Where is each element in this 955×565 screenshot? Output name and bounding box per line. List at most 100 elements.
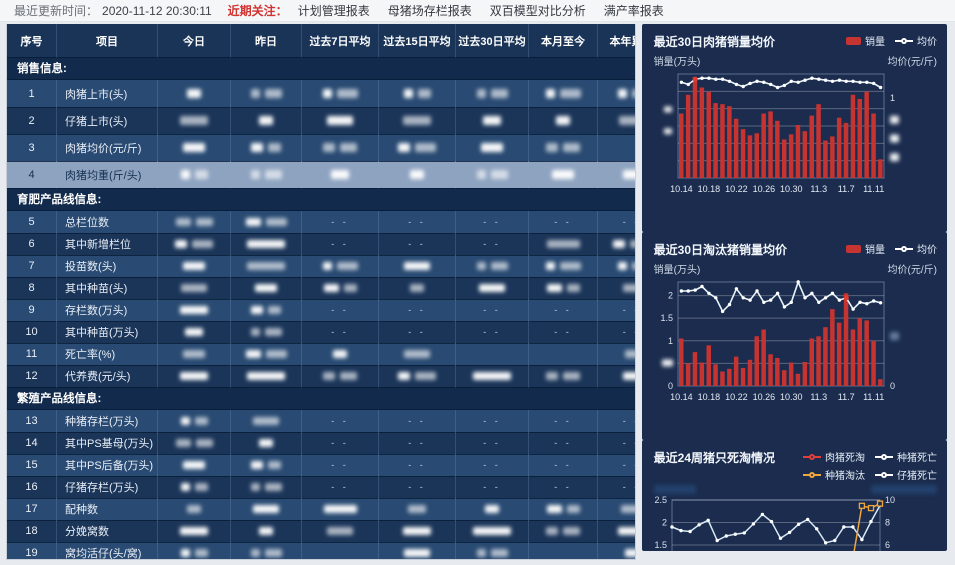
redacted-value	[566, 505, 580, 513]
redacted-value	[323, 505, 357, 513]
cell-value	[231, 299, 302, 322]
cell-value	[598, 233, 635, 256]
redacted-value	[476, 549, 486, 557]
cell-value	[529, 80, 598, 108]
redacted-value	[195, 439, 213, 447]
cell-row-number: 5	[7, 211, 57, 234]
redacted-value	[617, 527, 635, 535]
legend-item[interactable]: 肉猪死淘	[803, 449, 865, 464]
legend-item[interactable]: 均价	[895, 241, 937, 256]
cell-value	[302, 498, 379, 521]
redacted-value	[187, 505, 201, 513]
table-row[interactable]: 18 分娩窝数	[7, 520, 635, 543]
redacted-value	[268, 461, 281, 469]
table-row[interactable]: 8 其中种苗(头)	[7, 277, 635, 300]
redacted-value	[490, 170, 508, 179]
svg-text:2: 2	[668, 291, 673, 301]
table-row[interactable]: 11 死亡率(%)	[7, 343, 635, 366]
cell-item-name: 仔猪存栏(万头)	[57, 476, 158, 499]
chart-pork-sales-avg-price: 最近30日肉猪销量均价 销量 均价 销量(万头) 均价(元/斤) 10.14 10.18 10…	[641, 24, 947, 232]
axis-labels-row	[642, 482, 947, 494]
redacted-value	[546, 372, 558, 380]
tab-report-2[interactable]: 母猪场存栏报表	[387, 4, 472, 18]
cell-value	[231, 107, 302, 135]
redacted-value	[546, 143, 558, 152]
cell-value	[456, 107, 529, 135]
redacted-value	[476, 170, 486, 179]
legend-item[interactable]: 种猪死亡	[875, 449, 937, 464]
cell-value	[158, 321, 231, 344]
redacted-value	[331, 170, 349, 179]
redacted-value	[180, 417, 190, 425]
svg-text:10.14: 10.14	[670, 184, 693, 194]
redacted-value	[322, 89, 332, 98]
section-header: 育肥产品线信息:	[7, 188, 635, 211]
redacted-value	[559, 262, 581, 270]
empty-value-dashes: - -	[408, 482, 426, 492]
cell-value	[379, 343, 456, 366]
cell-item-name: 配种数	[57, 498, 158, 521]
legend-item[interactable]: 销量	[846, 241, 885, 256]
table-row[interactable]: 3 肉猪均价(元/斤)	[7, 134, 635, 162]
section-header: 销售信息:	[7, 57, 635, 80]
redacted-value	[327, 527, 353, 535]
cell-value	[529, 520, 598, 543]
redacted-value	[546, 284, 562, 292]
cell-value	[302, 134, 379, 162]
cell-value	[598, 80, 635, 108]
redacted-value	[264, 549, 282, 557]
cell-value	[158, 299, 231, 322]
chart-plot[interactable]: 10.14 10.18 10.22 10.26 10.30 11.3 11.7 11.11 2 1…	[642, 276, 917, 426]
chart-plot[interactable]: 2.5 10 2 8 1.5 6	[642, 494, 917, 551]
table-row[interactable]: 7 投苗数(头)	[7, 255, 635, 278]
chart-plot[interactable]: 10.14 10.18 10.22 10.26 10.30 11.3 11.7 11.11 1	[642, 68, 917, 218]
table-row[interactable]: 6 其中新增栏位 - - - - - -	[7, 233, 635, 256]
table-row[interactable]: 2 仔猪上市(头)	[7, 107, 635, 135]
tab-report-4[interactable]: 满产率报表	[603, 4, 664, 18]
cell-value	[158, 410, 231, 433]
table-row[interactable]: 1 肉猪上市(头)	[7, 80, 635, 108]
legend-item[interactable]: 均价	[895, 33, 937, 48]
empty-value-dashes: - -	[622, 416, 635, 426]
cell-row-number: 2	[7, 107, 57, 135]
cell-value	[231, 134, 302, 162]
redacted-value	[194, 549, 208, 557]
legend-item[interactable]: 种猪淘汰	[803, 467, 865, 482]
redacted-value	[183, 262, 205, 270]
redacted-value	[556, 116, 570, 125]
redacted-value	[479, 284, 505, 292]
col-header-6: 过去30日平均	[456, 24, 529, 58]
redacted-value	[336, 262, 358, 270]
redacted-value	[415, 372, 436, 380]
cell-value	[231, 542, 302, 559]
cell-value	[302, 107, 379, 135]
update-time-value: 2020-11-12 20:30:11	[102, 3, 212, 18]
tab-report-3[interactable]: 双百模型对比分析	[489, 4, 586, 18]
empty-value-dashes: - -	[408, 416, 426, 426]
redacted-value	[622, 284, 635, 292]
table-row[interactable]: 19 窝均活仔(头/窝)	[7, 542, 635, 559]
cell-value	[379, 542, 456, 559]
table-row[interactable]: 4 肉猪均重(斤/头)	[7, 161, 635, 189]
table-row[interactable]: 12 代养费(元/头)	[7, 365, 635, 388]
cell-value	[302, 542, 379, 559]
empty-value-dashes: - -	[554, 327, 572, 337]
cell-row-number: 18	[7, 520, 57, 543]
svg-text:10.18: 10.18	[697, 184, 720, 194]
cell-row-number: 17	[7, 498, 57, 521]
legend-item[interactable]: 销量	[846, 33, 885, 48]
cell-value: - -	[598, 476, 635, 499]
cell-item-name: 总栏位数	[57, 211, 158, 234]
tab-report-1[interactable]: 计划管理报表	[297, 4, 370, 18]
legend-item[interactable]: 仔猪死亡	[875, 467, 937, 482]
table-row[interactable]: 17 配种数	[7, 498, 635, 521]
cell-value	[379, 107, 456, 135]
cell-value	[529, 277, 598, 300]
